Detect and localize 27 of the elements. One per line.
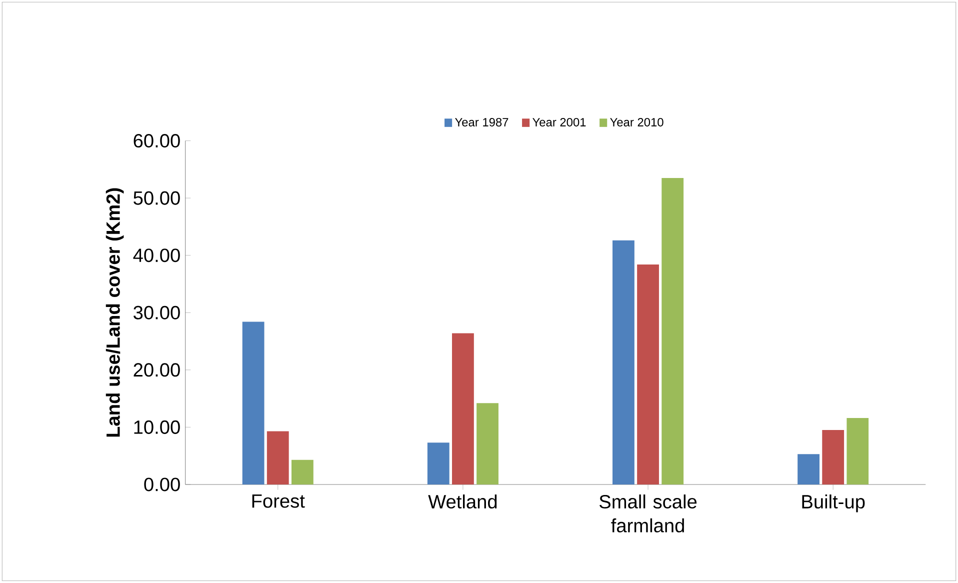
y-tick-label: 0.00 <box>144 478 180 492</box>
legend-label: Year 1987 <box>455 118 508 126</box>
legend-label: Year 2001 <box>532 118 586 126</box>
bar <box>242 322 264 484</box>
bar <box>612 240 634 484</box>
y-tick-label: 10.00 <box>134 420 180 434</box>
bar <box>822 430 844 484</box>
y-tick-label: 60.00 <box>134 134 180 148</box>
x-tick-label: Forest <box>252 494 305 508</box>
x-tick-label: Wetland <box>428 494 497 509</box>
bar <box>637 264 659 484</box>
y-tick-label: 30.00 <box>134 306 180 320</box>
bar <box>427 442 450 484</box>
y-tick-label: 20.00 <box>134 363 180 377</box>
bar <box>452 333 474 484</box>
bar <box>846 418 869 484</box>
bar <box>662 178 684 484</box>
bar <box>798 454 820 484</box>
x-tick-label: Built-up <box>802 494 865 512</box>
y-tick-label: 50.00 <box>134 191 180 205</box>
x-tick-label: Small scale farmland <box>600 494 697 532</box>
y-tick-label: 40.00 <box>133 248 180 262</box>
bar <box>266 431 289 484</box>
bar <box>291 460 314 484</box>
y-axis-title: Land use/Land cover (Km2) <box>106 188 124 437</box>
bar <box>476 403 498 484</box>
legend-label: Year 2010 <box>610 118 664 126</box>
